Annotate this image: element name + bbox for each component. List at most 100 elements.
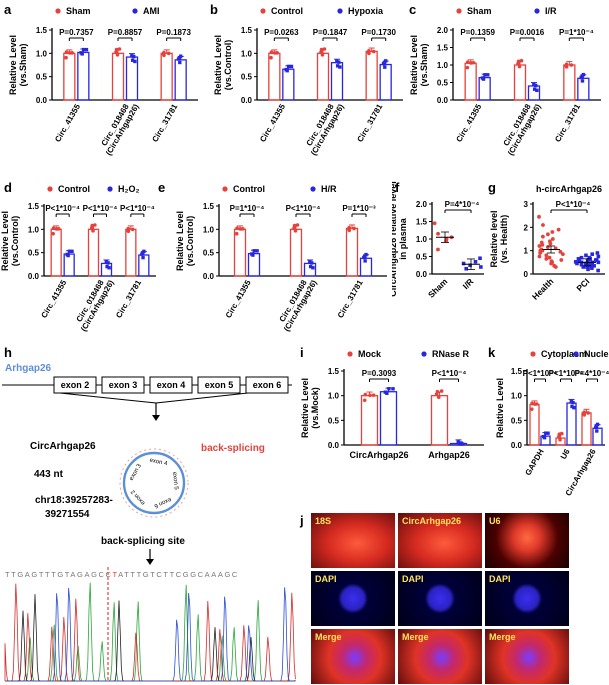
data-point [519, 58, 524, 63]
data-point [362, 398, 367, 403]
data-point [586, 261, 591, 266]
data-point [594, 425, 598, 430]
p-value-label: P<1*10⁻⁴ [556, 200, 591, 209]
data-point [464, 266, 469, 271]
exon-box [101, 376, 145, 394]
data-point [532, 87, 537, 91]
data-point [436, 395, 441, 400]
data-point [162, 50, 166, 55]
p-value-label: P=0.0263 [264, 28, 299, 37]
exon-label: exon 6 [253, 380, 282, 390]
micrograph-label: Merge [315, 632, 342, 642]
data-point [585, 265, 589, 269]
data-point [81, 47, 86, 52]
data-point [594, 258, 599, 262]
data-point [544, 253, 549, 258]
category-label: Arhgap26 [428, 450, 470, 460]
y-tick-label: 0.0 [203, 272, 215, 281]
p-value-label: P<1*10⁻⁴ [83, 204, 118, 213]
category-label: PCI [574, 276, 591, 293]
legend-label: H/R [321, 184, 337, 194]
data-point [592, 264, 596, 268]
legend-marker [456, 8, 462, 14]
splicing-diagram: Arhgap26 exon 2 exon 3 exon 4 exon 5 exon 6 … [2, 363, 296, 682]
sequence-text: TTGAGTTTGTAGAGCCTATTTGTCTTCGGCAAAGC [5, 570, 239, 579]
legend-label: Control [58, 184, 90, 194]
data-point [439, 389, 444, 393]
data-point [176, 57, 181, 61]
y-tick-label: 0.0 [328, 441, 340, 450]
data-point [586, 411, 590, 415]
site-label: back-splicing site [101, 536, 185, 547]
bar [247, 252, 261, 277]
y-axis-label: Relative Level [175, 211, 185, 271]
splice-line-left [59, 392, 157, 404]
exon-box [149, 376, 193, 394]
legend-marker [530, 351, 536, 357]
chart-title: h-circArhgap26 [536, 184, 602, 194]
category-label: I/R [461, 276, 476, 291]
y-tick-label: 0.5 [203, 249, 215, 258]
circarhgap26-micrograph: CircArhgap26 [398, 513, 482, 568]
category-label: Circ_41355 [39, 278, 68, 320]
y-axis-label: Relative Level [409, 35, 419, 95]
y-tick-label: 3 [524, 200, 529, 209]
exon-box [53, 376, 97, 394]
data-point [67, 51, 72, 55]
data-point [550, 237, 555, 241]
data-point [586, 257, 591, 262]
data-point [385, 391, 389, 396]
data-point [544, 256, 549, 261]
micrograph-label: CircArhgap26 [402, 516, 462, 526]
data-point [179, 54, 183, 58]
y-tick-label: 1.5 [36, 26, 48, 35]
data-point [292, 226, 296, 230]
y-tick-label: 0.0 [511, 441, 523, 450]
data-point [141, 255, 145, 260]
dapi-micrograph: DAPI [485, 571, 569, 626]
y-tick-label: 2.0 [437, 26, 449, 35]
category-label: Circ_31781 [336, 278, 365, 320]
micrograph-label: DAPI [315, 574, 337, 584]
data-point [460, 442, 465, 446]
data-point [596, 260, 601, 265]
data-point [478, 256, 482, 261]
bar [365, 50, 378, 101]
data-point [115, 53, 120, 57]
data-point [310, 261, 314, 265]
bar [345, 227, 359, 277]
data-point [579, 75, 583, 80]
data-point [54, 227, 59, 231]
y-axis-label: (vs.Control) [185, 216, 195, 267]
category-label: Circ_31781 [150, 102, 179, 144]
data-point [537, 214, 541, 219]
micrograph-label: U6 [489, 516, 501, 526]
data-point [434, 392, 439, 396]
y-tick-label: 0.0 [36, 96, 48, 105]
legend-label: AMI [143, 6, 160, 16]
data-point [583, 261, 588, 266]
data-point [363, 392, 368, 397]
micrograph-label: DAPI [489, 574, 511, 584]
legend-marker [347, 351, 353, 357]
exon-box [197, 376, 241, 394]
data-point [381, 61, 386, 66]
data-point [444, 237, 449, 241]
data-point [391, 387, 395, 391]
data-point [320, 53, 325, 57]
u6-micrograph: U6 [485, 513, 569, 568]
y-tick-label: 0 [524, 270, 529, 279]
legend-label: Cytoplasm [541, 349, 587, 359]
data-point [544, 431, 548, 435]
dapi-micrograph: DAPI [311, 571, 395, 626]
y-tick-label: 1.0 [511, 392, 523, 401]
data-point [596, 254, 601, 259]
panel-label-h: h [4, 345, 12, 360]
data-point [481, 77, 486, 81]
legend-label: H₂O₂ [118, 184, 140, 194]
data-point [465, 60, 470, 64]
chart-f: 0.0 0.5 1.0 1.5 2.0 CircArhgap26 relative lev… [392, 181, 484, 300]
data-point [66, 253, 70, 258]
data-point [595, 422, 600, 427]
bar [125, 228, 137, 277]
